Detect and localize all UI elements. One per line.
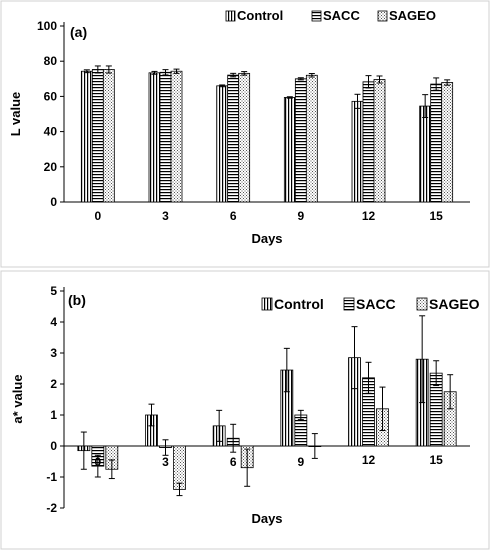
x-tick-label: 15	[429, 453, 443, 467]
x-tick-label: 3	[162, 455, 169, 469]
legend-label-sacc: SACC	[356, 296, 396, 312]
y-tick-label: -1	[46, 470, 57, 484]
x-tick-label: 0	[94, 209, 101, 223]
bar-control-day-9	[283, 97, 296, 203]
y-tick-label: 2	[50, 377, 57, 391]
y-tick-label: 3	[50, 346, 57, 360]
bar-sageo-day-9	[305, 74, 318, 203]
x-tick-label: 15	[429, 209, 443, 223]
x-tick-label: 9	[297, 455, 304, 469]
bar-sageo-day-12	[373, 79, 386, 203]
bar-control-day-6	[216, 85, 229, 203]
panel-a: 0 20 40 60 80 100 L value Days (a) 0 3 6 9 12 15 Contro…	[8, 8, 470, 246]
x-tick-label: 9	[297, 209, 304, 223]
bar-sacc-day-0	[91, 69, 104, 203]
bar-sacc-day-15	[430, 83, 443, 203]
bar-sacc-day-3	[159, 71, 172, 203]
bar-sageo-day-3	[170, 70, 183, 203]
y-axis-title: a* value	[10, 374, 25, 423]
y-tick-label: 80	[44, 54, 58, 68]
x-axis-title: Days	[251, 231, 282, 246]
bar-sageo-day-0	[102, 69, 115, 203]
bar-sageo-day-15	[441, 82, 454, 203]
x-axis-title: Days	[251, 511, 282, 526]
y-tick-label: 0	[50, 195, 57, 209]
x-tick-label: 12	[362, 209, 376, 223]
y-tick-label: 40	[44, 125, 58, 139]
panel-label: (b)	[68, 292, 86, 308]
legend-swatch-control	[225, 10, 236, 22]
legend-swatch-sageo	[377, 10, 388, 22]
x-tick-label: 6	[230, 455, 237, 469]
legend-swatch-sacc	[311, 10, 322, 22]
legend-swatch-control	[261, 297, 273, 311]
bar-sageo-day-6	[238, 72, 251, 203]
legend-swatch-sacc	[343, 297, 355, 311]
bar-control-day-0	[80, 70, 93, 203]
y-tick-label: 5	[50, 284, 57, 298]
bar-control-day-3	[148, 72, 161, 203]
legend-swatch-sageo	[416, 297, 428, 311]
legend-label-sageo: SAGEO	[389, 8, 436, 23]
bar-sacc-day-9	[294, 78, 307, 203]
x-tick-label: 12	[362, 453, 376, 467]
bar-control-day-15	[419, 105, 432, 203]
legend-label-sageo: SAGEO	[429, 296, 480, 312]
y-tick-label: -2	[46, 501, 57, 515]
legend-label-sacc: SACC	[323, 8, 360, 23]
y-axis-title: L value	[8, 92, 23, 137]
bar-control-day-12	[351, 100, 364, 203]
y-tick-label: 0	[50, 439, 57, 453]
y-tick-label: 4	[50, 315, 57, 329]
legend-label-control: Control	[274, 296, 324, 312]
y-tick-label: 100	[37, 19, 57, 33]
x-tick-label: 0	[94, 455, 101, 469]
bar-sacc-day-6	[227, 74, 240, 203]
y-tick-label: 60	[44, 89, 58, 103]
legend-label-control: Control	[237, 8, 283, 23]
bar-sacc-day-12	[362, 81, 375, 203]
x-tick-label: 6	[230, 209, 237, 223]
panel-b-frame	[0, 270, 490, 550]
panel-label: (a)	[70, 24, 87, 40]
y-tick-label: 1	[50, 408, 57, 422]
y-tick-label: 20	[44, 160, 58, 174]
x-tick-label: 3	[162, 209, 169, 223]
